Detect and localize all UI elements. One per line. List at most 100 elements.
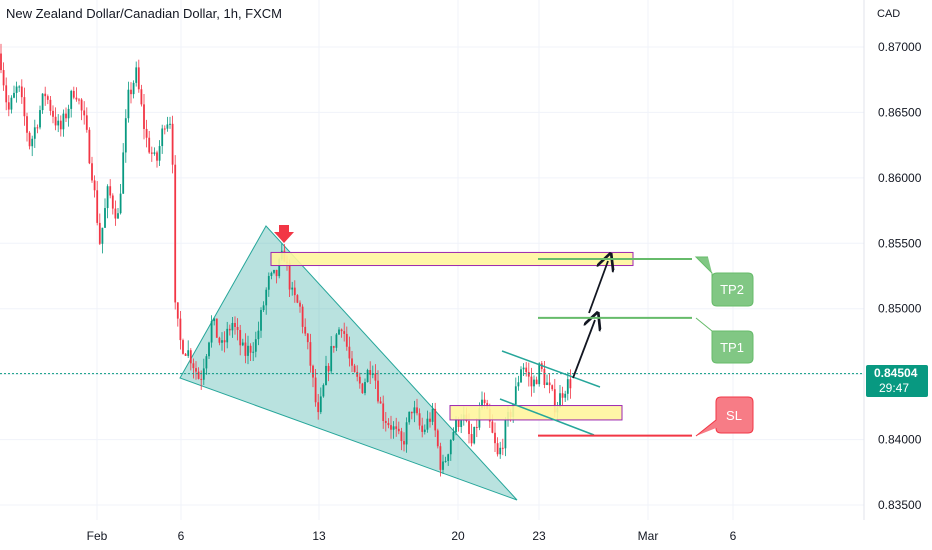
candle-body: [179, 318, 182, 341]
candle-body: [41, 93, 44, 111]
candle-body: [371, 373, 374, 375]
candle-body: [553, 389, 556, 413]
x-tick-label: 6: [178, 529, 185, 543]
candle-body: [96, 190, 99, 223]
candle-body: [135, 67, 138, 83]
candle-body: [348, 346, 351, 359]
candle-body: [527, 371, 530, 377]
candle-body: [88, 129, 91, 164]
candle-body: [416, 407, 418, 414]
candle-body: [140, 89, 143, 105]
candle-body: [374, 373, 377, 381]
candle-body: [176, 302, 179, 319]
candle-body: [202, 368, 205, 380]
candle-body: [392, 426, 395, 430]
candle-body: [291, 287, 294, 290]
candle-body: [106, 186, 109, 209]
candle-body: [223, 340, 226, 343]
candle-body: [254, 339, 257, 352]
bar-countdown: 29:47: [879, 381, 910, 395]
candle-body: [514, 386, 517, 405]
candle-body: [270, 272, 273, 276]
arrow-down-marker-icon: [274, 225, 294, 243]
candle-body: [358, 376, 361, 384]
candle-body: [543, 368, 546, 385]
candle-body: [449, 440, 452, 455]
candle-body: [551, 385, 554, 390]
x-tick-label: 23: [532, 529, 546, 543]
candle-body: [166, 124, 169, 129]
candle-body: [44, 93, 47, 97]
candle-body: [46, 96, 49, 100]
candle-body: [5, 85, 8, 103]
candle-body: [39, 110, 41, 128]
projection-arrow-1-icon: [572, 320, 595, 379]
candle-body: [93, 180, 96, 191]
candle-body: [390, 425, 392, 430]
candle-body: [403, 441, 405, 445]
candle-body: [215, 318, 218, 338]
candle-body: [221, 340, 223, 343]
price-axis[interactable]: 0.870000.865000.860000.855000.850000.845…: [878, 40, 922, 512]
candle-body: [538, 363, 541, 385]
candle-body: [239, 330, 242, 346]
candle-body: [501, 447, 504, 449]
tp1-label: TP1: [720, 340, 744, 355]
candle-body: [111, 195, 114, 209]
candle-body: [559, 393, 561, 408]
candle-body: [434, 408, 437, 431]
candle-body: [353, 365, 356, 372]
candle-body: [439, 446, 442, 470]
candle-body: [36, 127, 39, 129]
candle-body: [80, 99, 83, 111]
candle-body: [119, 193, 122, 214]
tp2-label: TP2: [720, 282, 744, 297]
candle-body: [218, 337, 221, 343]
candle-body: [473, 426, 476, 444]
candle-body: [72, 90, 75, 98]
candle-body: [260, 310, 262, 331]
candle-body: [273, 269, 275, 273]
candle-body: [197, 371, 200, 379]
candle-body: [59, 120, 62, 130]
candle-body: [335, 334, 338, 348]
candle-body: [228, 328, 231, 331]
candle-body: [468, 421, 470, 435]
candle-body: [410, 411, 413, 414]
candle-body: [117, 213, 119, 219]
candle-body: [148, 137, 151, 153]
candle-body: [548, 382, 551, 386]
candle-body: [156, 152, 158, 161]
candle-body: [535, 379, 538, 385]
candle-body: [304, 326, 307, 334]
candle-body: [475, 426, 478, 428]
candle-body: [163, 128, 166, 130]
candle-body: [382, 403, 385, 421]
candle-body: [150, 152, 153, 154]
candle-body: [85, 115, 88, 130]
candle-body: [564, 393, 567, 398]
candle-body: [312, 365, 314, 378]
candle-body: [213, 318, 216, 322]
candle-body: [322, 385, 325, 397]
time-axis[interactable]: Feb 6 13 20 23 Mar 6: [87, 529, 737, 543]
x-tick-label: 6: [730, 529, 737, 543]
currency-label: CAD: [877, 8, 901, 20]
candle-body: [0, 53, 2, 71]
candle-body: [447, 454, 450, 461]
candle-body: [387, 422, 390, 426]
candle-body: [364, 382, 366, 394]
candle-body: [15, 86, 18, 93]
candle-body: [275, 269, 278, 277]
candle-body: [67, 108, 70, 119]
candle-body: [109, 186, 112, 196]
candle-body: [104, 208, 106, 228]
candle-body: [481, 399, 483, 409]
candle-body: [309, 342, 312, 366]
candle-body: [296, 295, 299, 303]
x-tick-label: 20: [451, 529, 465, 543]
candle-body: [57, 120, 60, 126]
candle-body: [200, 378, 203, 380]
y-tick-label: 0.85500: [878, 236, 922, 250]
